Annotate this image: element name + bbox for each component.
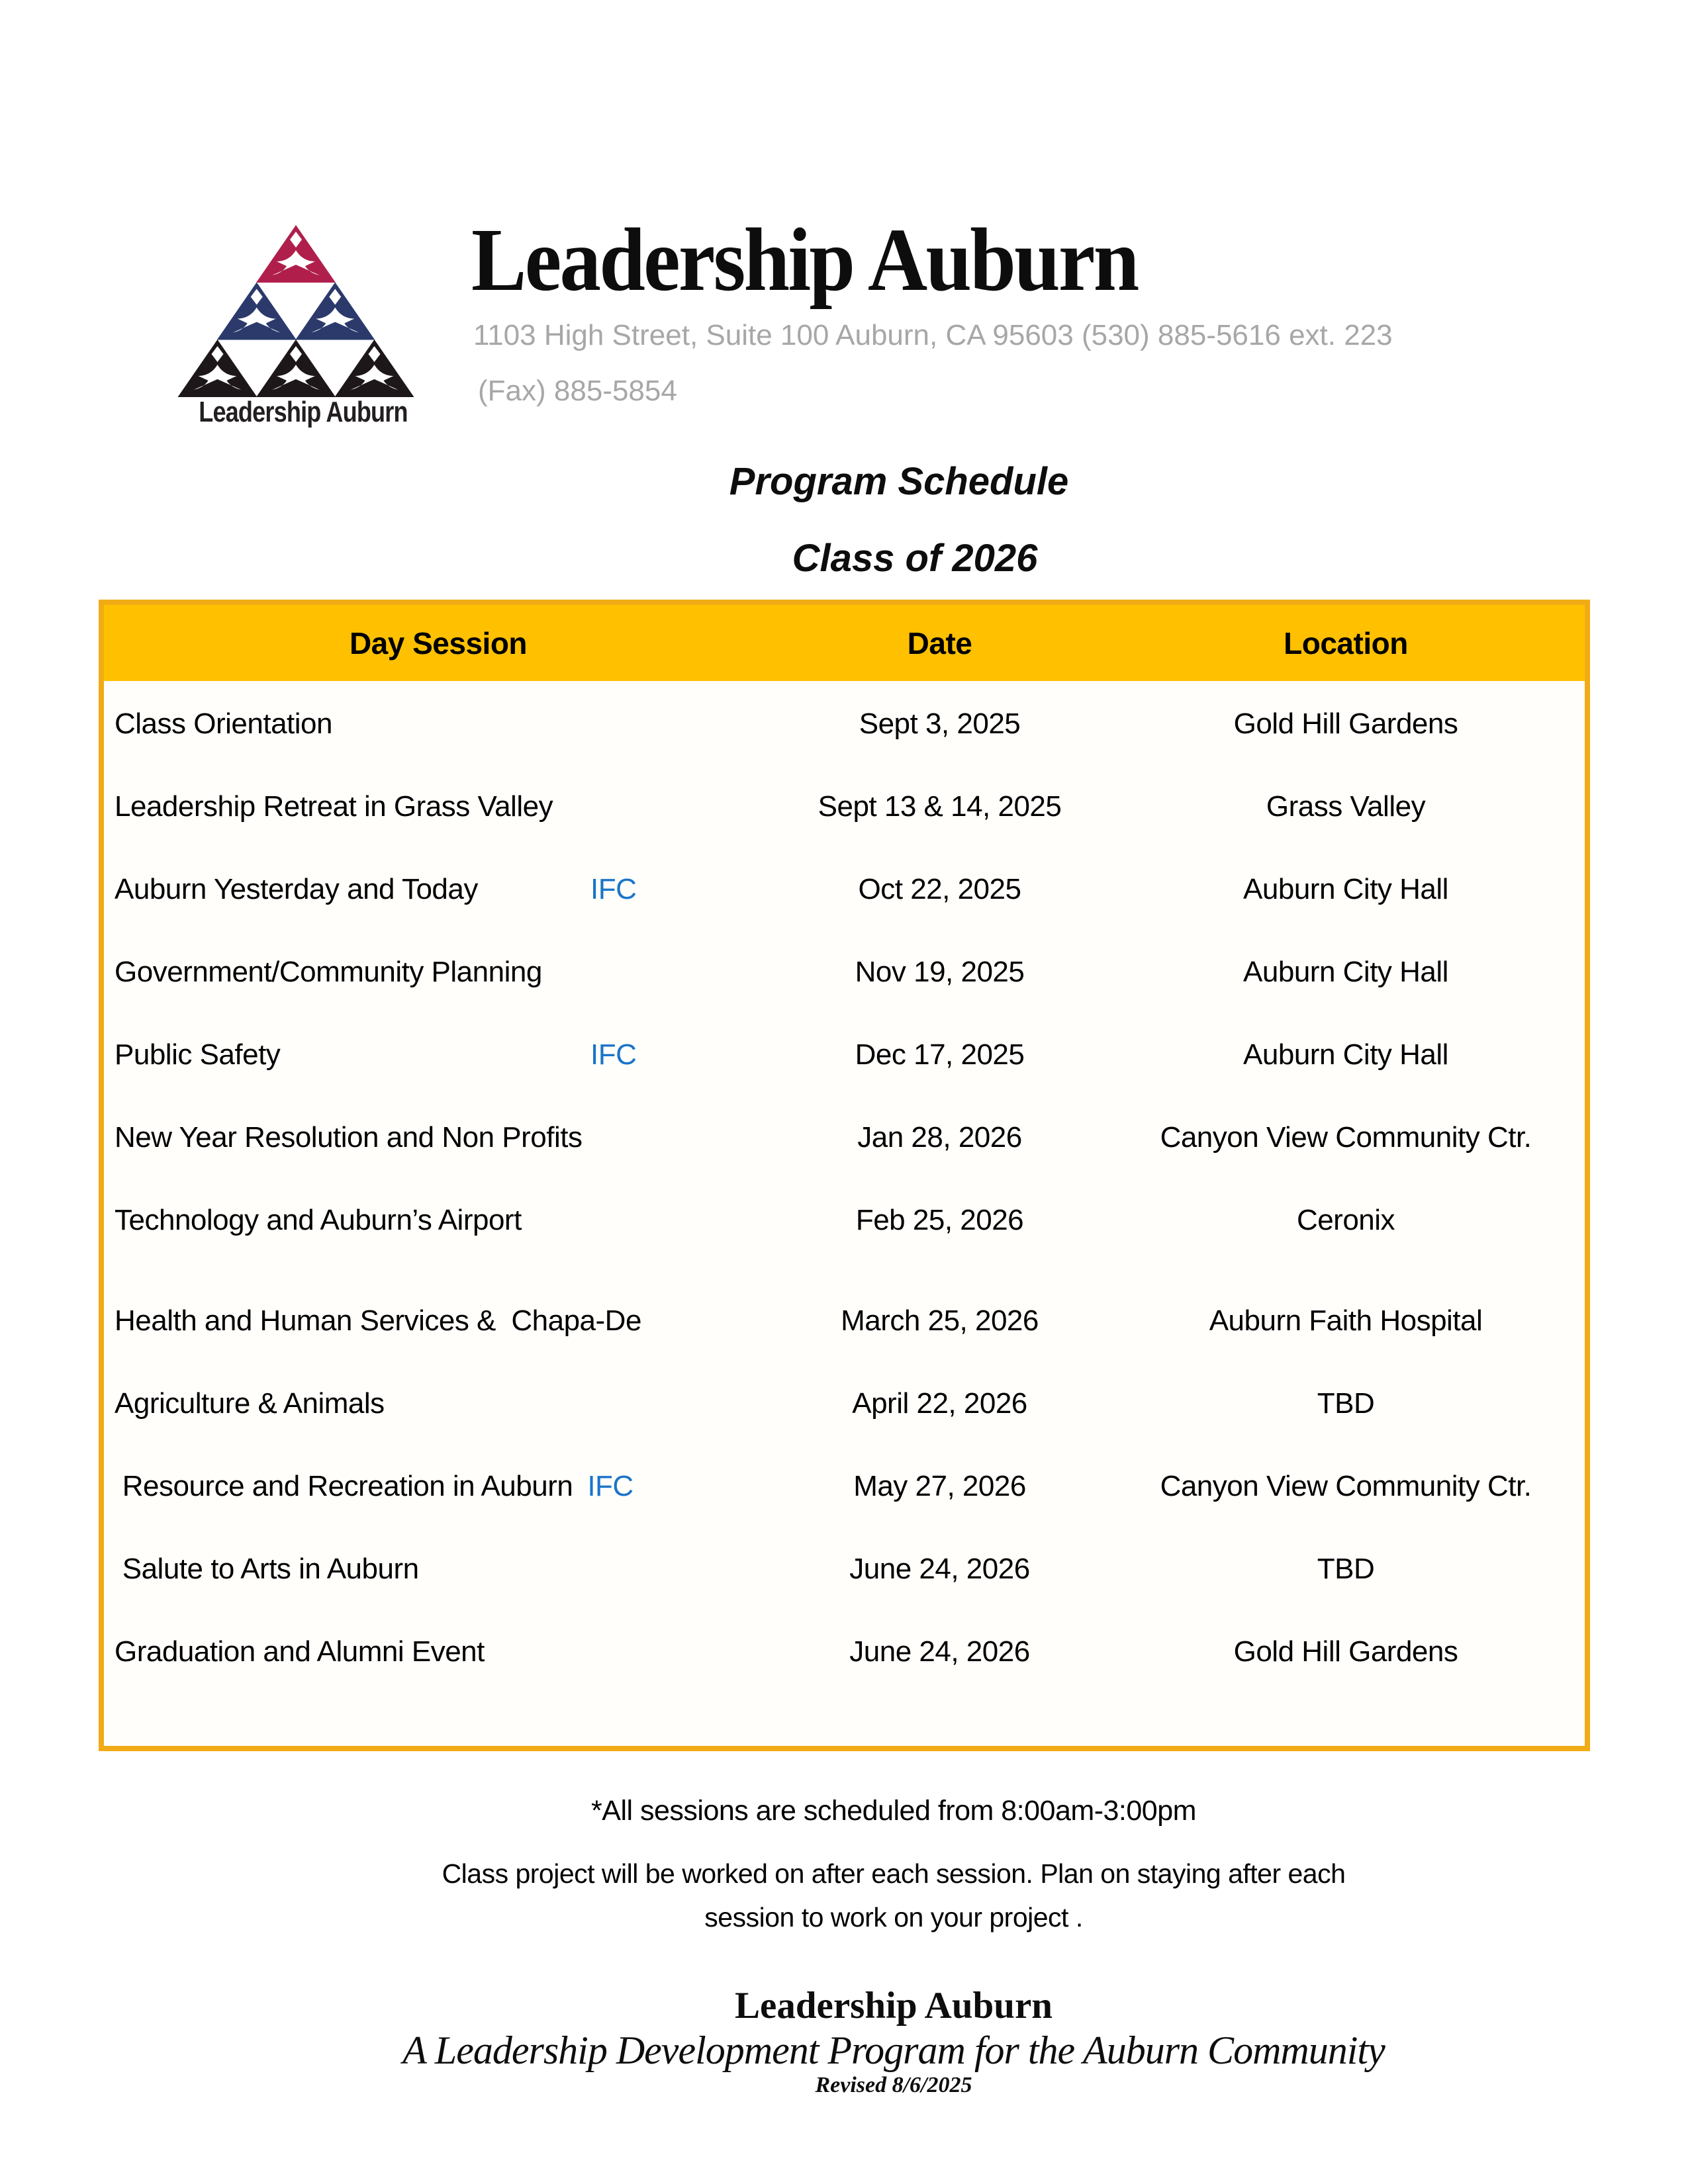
session-cell: Salute to Arts in Auburn: [104, 1553, 773, 1586]
table-row: Government/Community Planning Nov 19, 202…: [104, 931, 1585, 1013]
session-cell: Leadership Retreat in Grass Valley: [104, 790, 773, 823]
session-cell: Auburn Yesterday and Today IFC: [104, 873, 773, 906]
location-cell: Auburn Faith Hospital: [1209, 1304, 1483, 1337]
table-row: Technology and Auburn’s Airport Feb 25, 2…: [104, 1179, 1585, 1261]
session-name: Auburn Yesterday and Today: [115, 872, 478, 905]
session-name: Class Orientation: [115, 707, 332, 740]
table-header-row: Day Session Date Location: [104, 605, 1585, 681]
table-row: Health and Human Services & Chapa-De Marc…: [104, 1279, 1585, 1362]
date-cell: Jan 28, 2026: [857, 1120, 1022, 1154]
session-cell: Agriculture & Animals: [104, 1387, 773, 1420]
date-cell: May 27, 2026: [853, 1469, 1026, 1502]
location-cell: Auburn City Hall: [1243, 955, 1448, 988]
schedule-table: Day Session Date Location Class Orientat…: [99, 600, 1590, 1751]
session-name: Public Safety: [115, 1038, 281, 1071]
table-row: New Year Resolution and Non Profits Jan 2…: [104, 1096, 1585, 1179]
date-cell: Nov 19, 2025: [855, 955, 1025, 988]
logo-caption: Leadership Auburn: [199, 396, 408, 428]
date-cell: March 25, 2026: [841, 1304, 1039, 1337]
ifc-tag: IFC: [587, 1469, 633, 1502]
fax-line: (Fax) 885-5854: [478, 375, 677, 407]
class-project-note-line1: Class project will be worked on after ea…: [442, 1858, 1346, 1889]
logo-pyramid-icon: [177, 225, 414, 397]
table-row: Salute to Arts in Auburn June 24, 2026 TBD: [104, 1527, 1585, 1610]
session-cell: New Year Resolution and Non Profits: [104, 1121, 773, 1154]
date-cell: Oct 22, 2025: [858, 872, 1021, 905]
sessions-time-note: *All sessions are scheduled from 8:00am-…: [591, 1795, 1196, 1827]
footer-revised-date: Revised 8/6/2025: [815, 2073, 972, 2097]
class-of-heading: Class of 2026: [792, 537, 1038, 580]
location-cell: TBD: [1317, 1552, 1375, 1585]
session-name: Resource and Recreation in Auburn: [115, 1469, 573, 1502]
program-schedule-heading: Program Schedule: [729, 460, 1069, 503]
session-name: Leadership Retreat in Grass Valley: [115, 790, 553, 823]
class-project-note-line2: session to work on your project .: [704, 1902, 1083, 1933]
location-cell: Gold Hill Gardens: [1233, 1635, 1458, 1668]
session-name: Salute to Arts in Auburn: [115, 1552, 419, 1585]
column-header-date: Date: [907, 625, 972, 660]
session-name: Agriculture & Animals: [115, 1387, 385, 1420]
column-header-location: Location: [1284, 625, 1408, 660]
page-title: Leadership Auburn: [471, 210, 1139, 310]
date-cell: Sept 3, 2025: [859, 707, 1021, 740]
class-project-note: Class project will be worked on after ea…: [99, 1852, 1688, 1939]
column-header-day-session: Day Session: [349, 625, 528, 660]
ifc-tag: IFC: [590, 1038, 637, 1071]
session-name: New Year Resolution and Non Profits: [115, 1120, 583, 1154]
table-row: Public Safety IFC Dec 17, 2025 Auburn City …: [104, 1013, 1585, 1096]
table-row: Class Orientation Sept 3, 2025 Gold Hill G…: [104, 682, 1585, 765]
session-name: Graduation and Alumni Event: [115, 1635, 485, 1668]
session-cell: Government/Community Planning: [104, 956, 773, 989]
location-cell: Grass Valley: [1266, 790, 1426, 823]
session-cell: Health and Human Services & Chapa-De: [104, 1304, 773, 1338]
location-cell: TBD: [1317, 1387, 1375, 1420]
location-cell: Auburn City Hall: [1243, 872, 1448, 905]
session-name: Government/Community Planning: [115, 955, 542, 988]
date-cell: Sept 13 & 14, 2025: [818, 790, 1062, 823]
session-cell: Graduation and Alumni Event: [104, 1635, 773, 1668]
table-row: Graduation and Alumni Event June 24, 2026…: [104, 1610, 1585, 1693]
session-cell: Public Safety IFC: [104, 1038, 773, 1071]
leadership-auburn-logo: Leadership Auburn: [177, 225, 414, 432]
session-cell: Class Orientation: [104, 707, 773, 741]
date-cell: June 24, 2026: [849, 1635, 1030, 1668]
location-cell: Auburn City Hall: [1243, 1038, 1448, 1071]
table-row: Agriculture & Animals April 22, 2026 TBD: [104, 1362, 1585, 1445]
table-row: Leadership Retreat in Grass Valley Sept 1…: [104, 765, 1585, 848]
session-name: Health and Human Services & Chapa-De: [115, 1304, 641, 1337]
date-cell: June 24, 2026: [849, 1552, 1030, 1585]
table-row: Auburn Yesterday and Today IFC Oct 22, 202…: [104, 848, 1585, 931]
location-cell: Ceronix: [1296, 1203, 1395, 1236]
footer-org-name: Leadership Auburn: [735, 1985, 1053, 2026]
date-cell: April 22, 2026: [852, 1387, 1027, 1420]
ifc-tag: IFC: [590, 872, 637, 905]
date-cell: Dec 17, 2025: [855, 1038, 1025, 1071]
table-row: Resource and Recreation in Auburn IFC May …: [104, 1445, 1585, 1527]
location-cell: Gold Hill Gardens: [1233, 707, 1458, 740]
footer-tagline: A Leadership Development Program for the…: [402, 2028, 1385, 2072]
date-cell: Feb 25, 2026: [855, 1203, 1024, 1236]
location-cell: Canyon View Community Ctr.: [1160, 1120, 1532, 1154]
session-cell: Resource and Recreation in Auburn IFC: [104, 1470, 773, 1503]
session-cell: Technology and Auburn’s Airport: [104, 1204, 773, 1237]
address-line: 1103 High Street, Suite 100 Auburn, CA 9…: [473, 319, 1393, 351]
location-cell: Canyon View Community Ctr.: [1160, 1469, 1532, 1502]
table-body: Class Orientation Sept 3, 2025 Gold Hill G…: [104, 681, 1585, 1693]
session-name: Technology and Auburn’s Airport: [115, 1203, 522, 1236]
